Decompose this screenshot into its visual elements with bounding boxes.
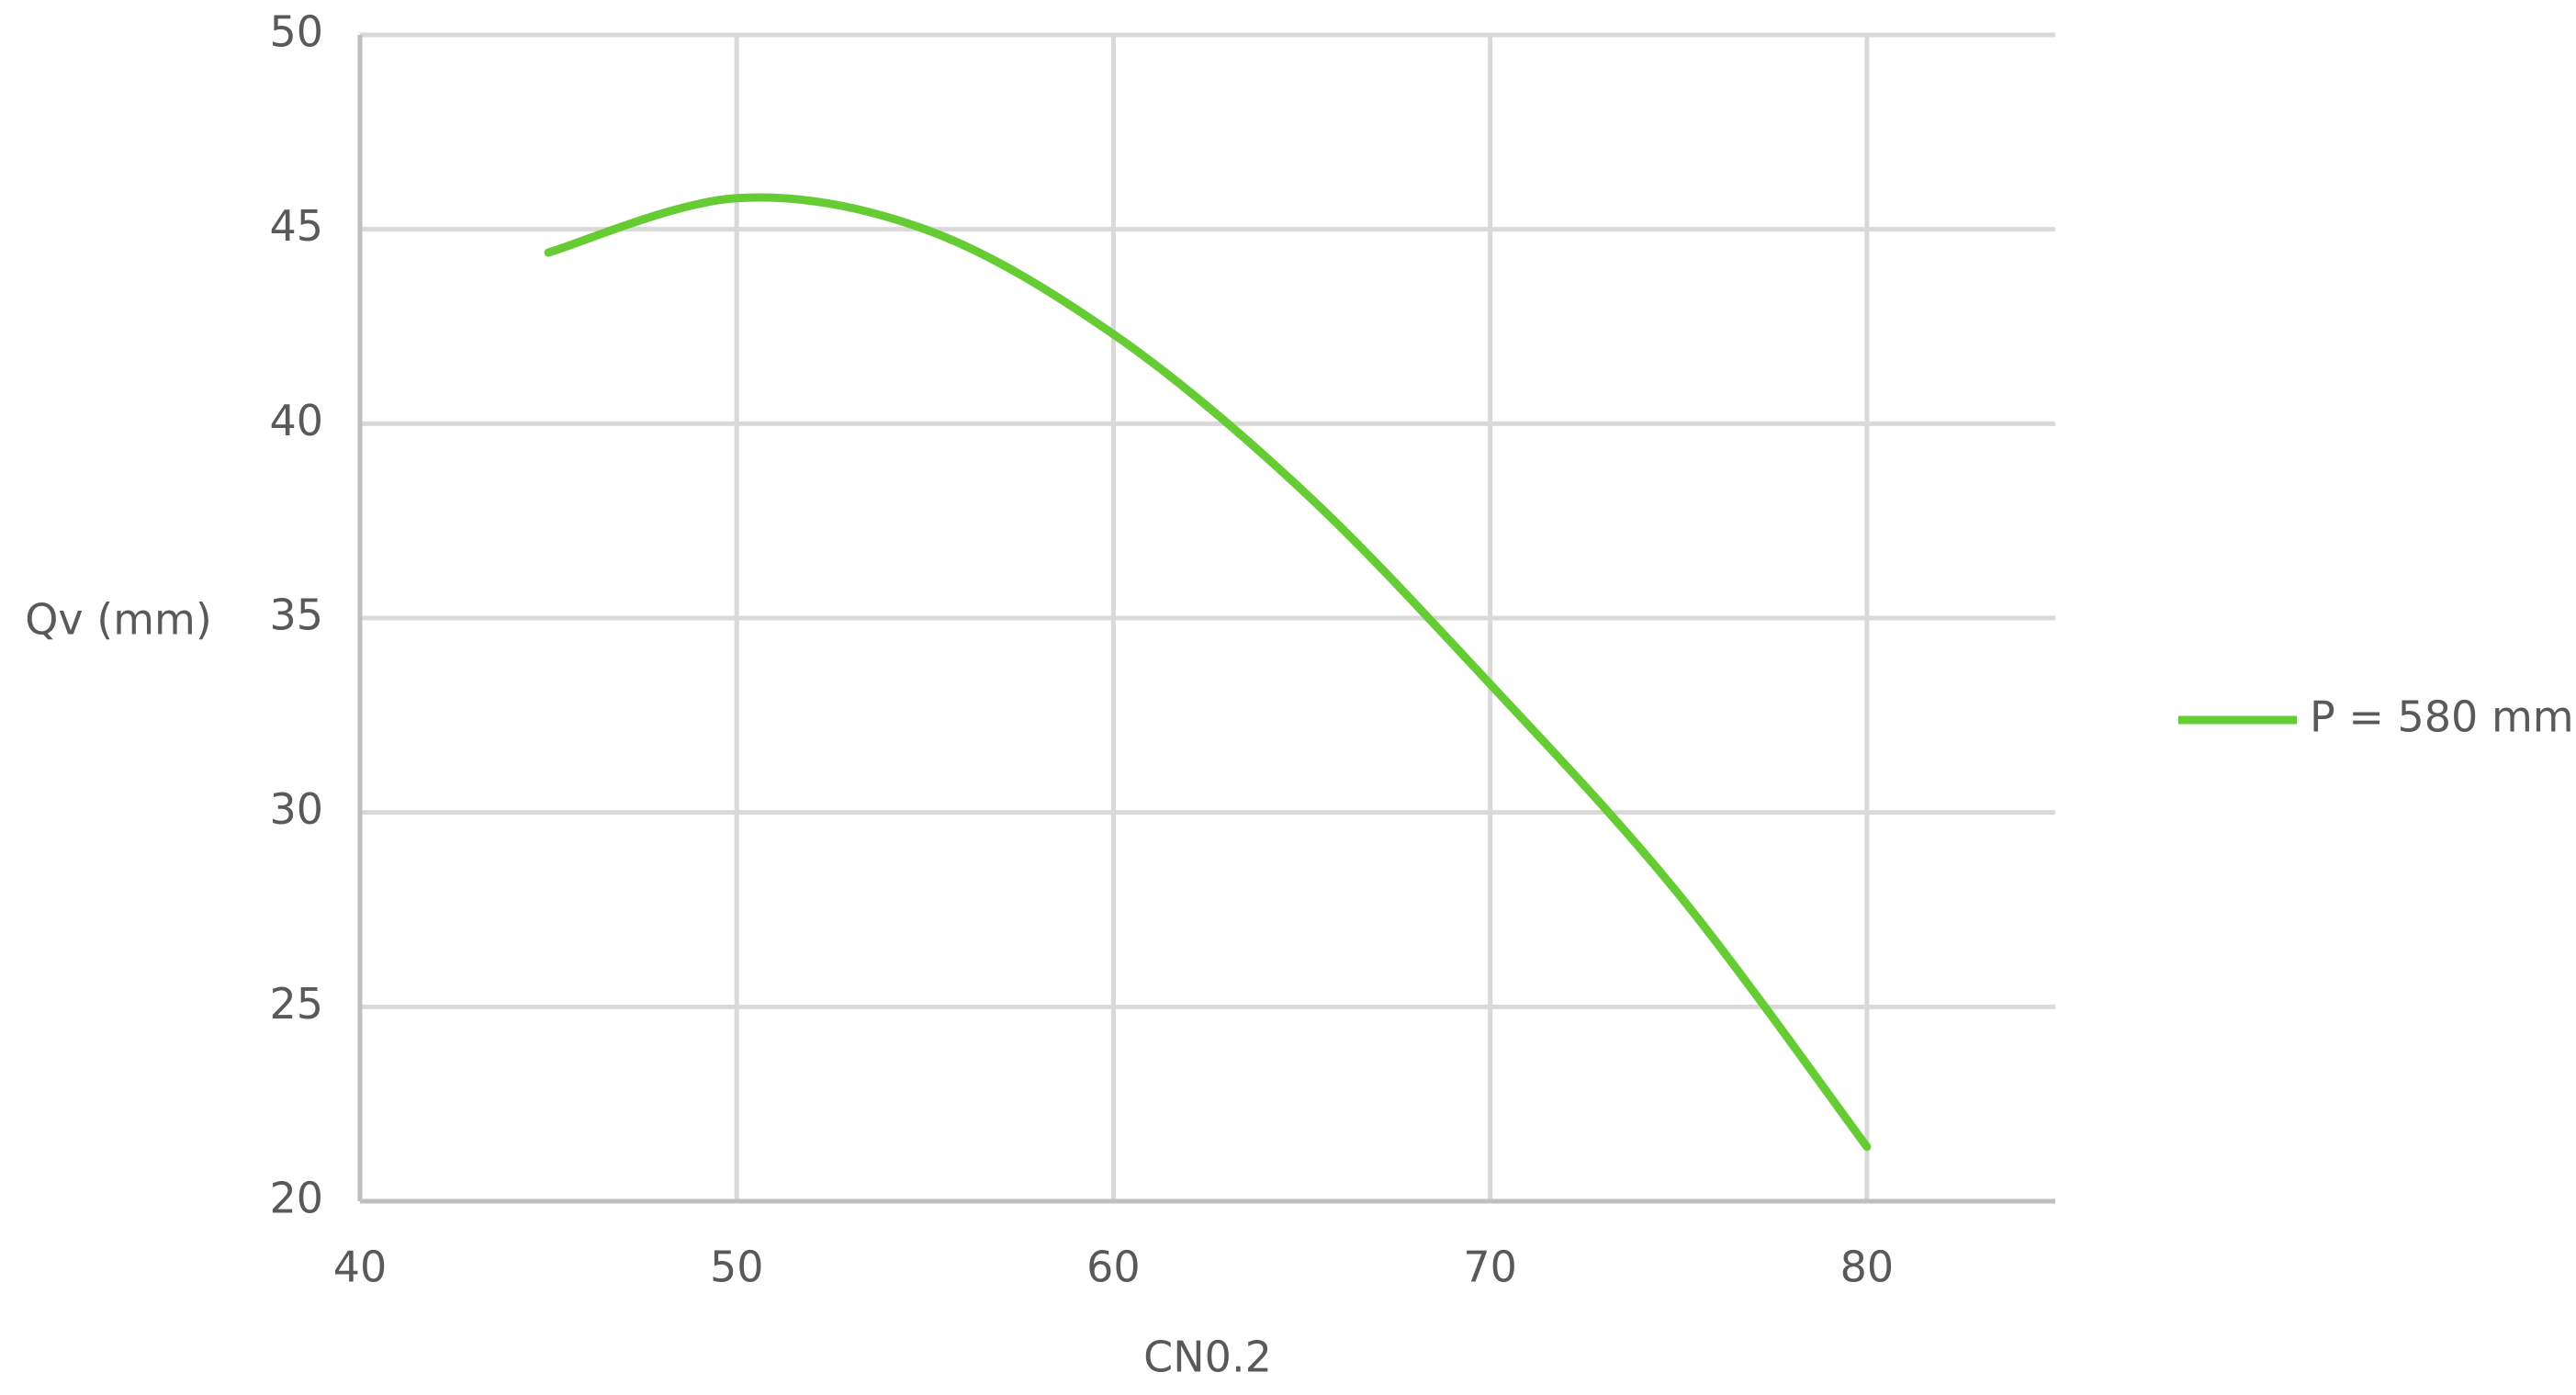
y-tick-label: 30 xyxy=(269,784,323,834)
y-tick-label: 25 xyxy=(269,979,323,1029)
x-tick-label: 80 xyxy=(1840,1243,1895,1292)
y-tick-label: 35 xyxy=(269,591,323,640)
x-tick-label: 60 xyxy=(1086,1243,1141,1292)
y-tick-label: 20 xyxy=(269,1174,323,1223)
y-axis-label: Qv (mm) xyxy=(25,595,212,645)
x-axis-label: CN0.2 xyxy=(1143,1333,1272,1382)
line-series xyxy=(544,193,1872,1152)
legend-label: P = 580 mm xyxy=(2310,692,2574,742)
y-tick-label: 50 xyxy=(269,7,323,57)
y-tick-label: 40 xyxy=(269,396,323,445)
x-tick-label: 50 xyxy=(710,1243,764,1292)
x-tick-label: 40 xyxy=(333,1243,388,1292)
x-tick-label: 70 xyxy=(1463,1243,1517,1292)
y-tick-label: 45 xyxy=(269,201,323,251)
